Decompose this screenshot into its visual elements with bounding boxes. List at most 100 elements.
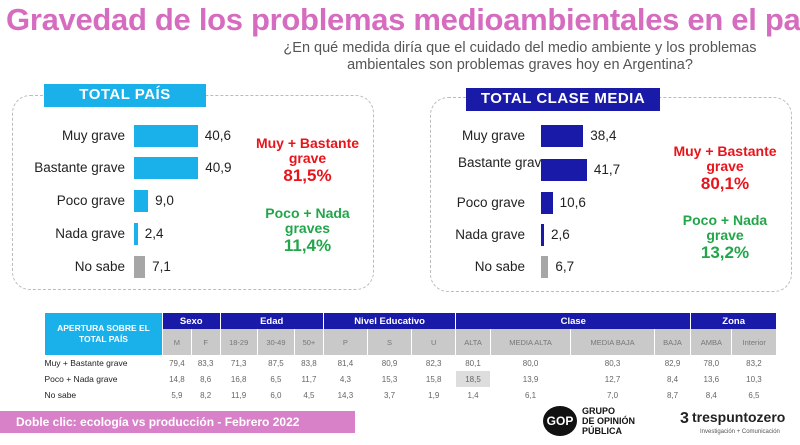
table-cell: 78,0 <box>703 358 720 368</box>
bar-value: 40,6 <box>204 128 232 143</box>
table-cell: 15,3 <box>381 374 398 384</box>
total-pais-tag: TOTAL PAÍS <box>44 84 206 107</box>
column-header: P <box>322 329 368 355</box>
bar <box>134 190 149 212</box>
footer-banner: Doble clic: ecología vs producción - Feb… <box>0 411 355 433</box>
table-cell: 82,3 <box>425 358 442 368</box>
table-cell: 80,1 <box>465 358 481 368</box>
bar <box>134 125 198 147</box>
table-cell: 7,0 <box>607 390 619 400</box>
table-cell: 71,3 <box>230 358 247 368</box>
table-cell: 8,7 <box>666 390 679 400</box>
table-cell: 80,9 <box>381 358 398 368</box>
svg-text:PÚBLICA: PÚBLICA <box>582 425 622 436</box>
table-cell: 80,0 <box>522 358 539 368</box>
column-header: 30-49 <box>256 329 295 355</box>
media-sum-poco: Poco + Nada grave 13,2% <box>670 212 780 262</box>
table-cell: 1,4 <box>467 390 479 400</box>
bar-value: 10,6 <box>559 195 586 210</box>
bar <box>134 223 138 245</box>
bar <box>541 192 553 214</box>
bar <box>541 125 584 147</box>
bar-label: Nada grave <box>455 227 525 242</box>
table-cell: 1,9 <box>428 390 440 400</box>
table-cell: 6,0 <box>270 390 282 400</box>
table-cell: 11,7 <box>301 374 317 384</box>
table-cell: 6,5 <box>748 390 760 400</box>
total-media-tag: TOTAL CLASE MEDIA <box>466 88 660 111</box>
bar-label: Nada grave <box>55 226 125 241</box>
column-header: F <box>190 329 221 355</box>
svg-text:Investigación + Comunicación: Investigación + Comunicación <box>700 429 780 435</box>
trespuntozero-logo: 3 trespuntozero Investigación + Comunicaci… <box>680 406 795 438</box>
column-header: MEDIA ALTA <box>489 329 571 355</box>
table-row: No sabe 5,9 8,2 11,9 6,0 4,5 14,3 3,7 1,9 1,4 6,1 7… <box>45 387 777 403</box>
table-cell: 81,4 <box>337 358 354 368</box>
table-cell: 12,7 <box>604 374 621 384</box>
table-cell: 6,5 <box>270 374 282 384</box>
row-label: Muy + Bastante grave <box>44 358 128 368</box>
table-cell: 3,7 <box>383 390 396 400</box>
table-cell: 10,3 <box>746 374 762 384</box>
pais-sum-poco-value: 11,4% <box>283 236 332 255</box>
table-cell: 11,9 <box>231 390 247 400</box>
table-cell: 8,6 <box>200 374 212 384</box>
table-cell: 5,9 <box>171 390 183 400</box>
bar-value: 7,1 <box>152 259 171 274</box>
bar-label: Muy grave <box>61 128 125 143</box>
svg-text:GOP: GOP <box>547 414 574 428</box>
table-cell: 8,2 <box>200 390 212 400</box>
column-header: ALTA <box>455 329 491 355</box>
table-cell: 15,8 <box>425 374 442 384</box>
table-cell: 13,9 <box>522 374 539 384</box>
gop-logo: GOP GRUPO DE OPINIÓN PÚBLICA <box>542 404 652 438</box>
bar-value: 2,6 <box>551 227 570 242</box>
media-sum-poco-label: Poco + Nada grave <box>682 212 768 243</box>
table-row: Muy + Bastante grave 79,4 83,3 71,3 87,5 83,8… <box>45 355 777 371</box>
svg-text:GRUPO: GRUPO <box>582 406 615 416</box>
table-cell: 16,8 <box>230 374 247 384</box>
pais-sum-grave-value: 81,5% <box>283 166 332 185</box>
table-cell: 13,6 <box>703 374 720 384</box>
table-corner: APERTURA SOBRE EL TOTAL PAÍS <box>44 313 163 355</box>
svg-text:trespuntozero: trespuntozero <box>692 409 785 425</box>
media-sum-grave: Muy + Bastante grave 80,1% <box>670 143 780 193</box>
bar-label: Poco grave <box>56 193 125 208</box>
table-cell: 6,1 <box>524 390 537 400</box>
media-sum-grave-label: Muy + Bastante grave <box>673 143 777 174</box>
pais-sum-grave-label: Muy + Bastante grave <box>255 135 360 166</box>
pais-sum-poco: Poco + Nada graves 11,4% <box>260 206 355 255</box>
table-cell: 87,5 <box>268 358 284 368</box>
table-cell: 18,5 <box>455 371 491 387</box>
column-header: 18-29 <box>219 329 258 355</box>
row-label: Poco + Nada grave <box>44 374 118 384</box>
table-cell: 8,4 <box>705 390 717 400</box>
bar-label: No sabe <box>474 259 525 274</box>
column-header: 50+ <box>294 329 324 355</box>
svg-text:3: 3 <box>680 410 689 427</box>
bar-label: No sabe <box>74 259 125 274</box>
bar-value: 38,4 <box>590 128 617 143</box>
table-cell: 79,4 <box>169 358 185 368</box>
bar <box>134 256 146 278</box>
bar-label: Poco grave <box>456 195 525 210</box>
table-cell: 83,8 <box>301 358 317 368</box>
column-header: M <box>162 329 192 355</box>
table-cell: 83,3 <box>197 358 214 368</box>
bar-value: 41,7 <box>593 162 621 177</box>
pais-sum-grave: Muy + Bastante grave 81,5% <box>250 135 365 185</box>
table-cell: 4,3 <box>339 374 351 384</box>
table-cell: 82,9 <box>664 358 681 368</box>
row-label: No sabe <box>44 390 77 400</box>
table-cell: 4,5 <box>303 390 315 400</box>
bar <box>541 224 544 246</box>
column-header: U <box>411 329 456 355</box>
table-row: Poco + Nada grave 14,8 8,6 16,8 6,5 11,7 4,3 15… <box>45 371 777 387</box>
bar-value: 9,0 <box>155 193 174 208</box>
bar-label: Bastante grave <box>458 155 549 170</box>
bar <box>134 157 199 179</box>
bar <box>541 256 549 278</box>
group-header: Clase <box>455 313 691 329</box>
column-header: MEDIA BAJA <box>570 329 655 355</box>
bar-value: 40,9 <box>205 160 232 175</box>
